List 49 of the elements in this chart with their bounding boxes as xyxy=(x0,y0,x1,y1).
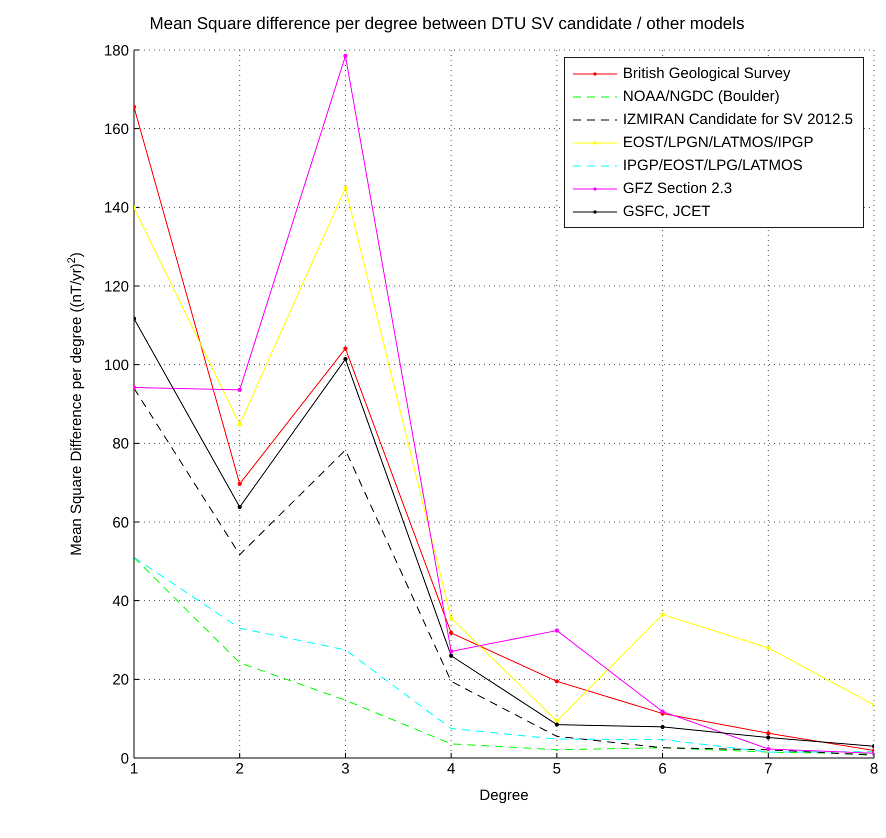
y-tick-label: 160 xyxy=(104,120,129,138)
y-tick-label: 40 xyxy=(112,592,129,610)
x-tick-label: 8 xyxy=(870,760,878,778)
legend-label: GSFC, JCET xyxy=(622,203,710,220)
legend-label: EOST/LPGN/LATMOS/IPGP xyxy=(622,134,814,151)
point xyxy=(766,731,770,736)
point xyxy=(449,654,454,658)
point xyxy=(554,679,559,684)
point xyxy=(660,612,665,617)
point xyxy=(766,646,770,650)
x-axis-title: Degree xyxy=(479,787,529,804)
point xyxy=(554,628,559,633)
point xyxy=(766,746,770,752)
y-tick-label: 120 xyxy=(104,278,129,296)
legend-label: IPGP/EOST/LPG/LATMOS xyxy=(622,157,803,174)
point xyxy=(449,630,454,636)
point xyxy=(238,504,242,510)
point xyxy=(343,357,348,362)
point xyxy=(238,422,242,427)
point xyxy=(343,346,348,351)
chart-title: Mean Square difference per degree between DTU SV candidate / other models xyxy=(148,14,746,34)
point xyxy=(343,186,348,190)
x-tick-label: 6 xyxy=(658,760,667,778)
point xyxy=(238,482,242,486)
legend-label: British Geological Survey xyxy=(622,65,790,82)
y-tick-label: 60 xyxy=(112,514,129,532)
y-tick-label: 100 xyxy=(104,356,129,374)
x-tick-label: 7 xyxy=(764,760,772,778)
x-tick-label: 1 xyxy=(130,760,138,778)
x-tick-label: 3 xyxy=(341,760,350,778)
legend-label: IZMIRAN Candidate for SV 2012.5 xyxy=(622,111,853,128)
y-tick-label: 80 xyxy=(112,436,129,453)
y-tick-label: 180 xyxy=(104,42,129,60)
point xyxy=(766,735,770,740)
legend-label: NOAA/NGDC (Boulder) xyxy=(622,88,780,105)
point xyxy=(449,649,454,654)
point xyxy=(343,54,348,58)
x-tick-label: 2 xyxy=(236,760,244,778)
point xyxy=(238,388,242,392)
legend-label: GFZ Section 2.3 xyxy=(622,180,732,197)
point xyxy=(449,616,454,620)
y-tick-label: 140 xyxy=(104,200,129,217)
x-tick-label: 5 xyxy=(552,760,562,778)
point xyxy=(554,722,559,727)
point xyxy=(660,724,665,730)
point xyxy=(554,718,559,724)
y-tick-label: 0 xyxy=(120,750,129,768)
x-tick-label: 4 xyxy=(446,760,456,778)
y-tick-label: 20 xyxy=(112,672,129,689)
